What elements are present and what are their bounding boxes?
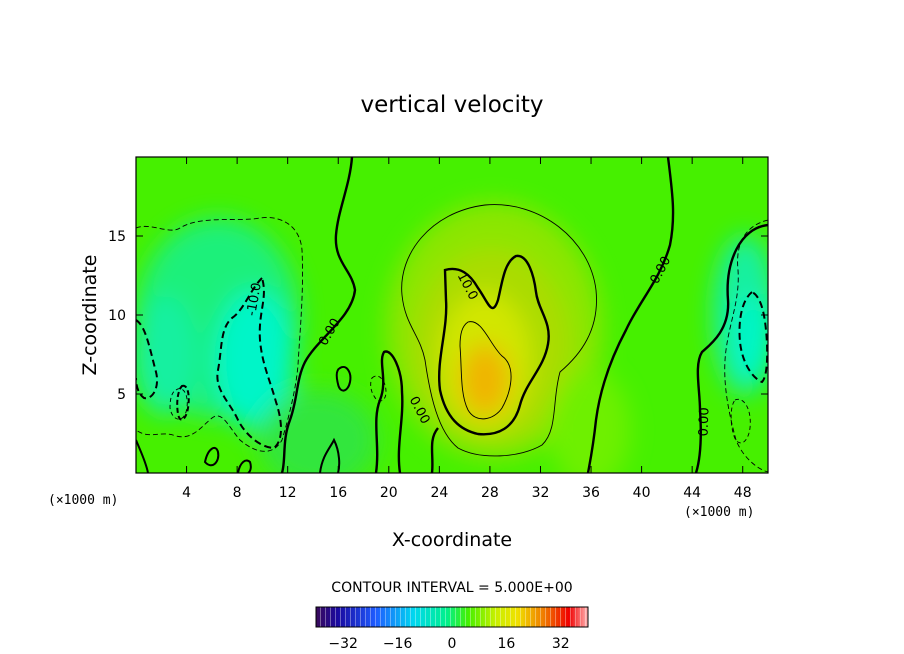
contour-5-outer <box>401 204 597 457</box>
y-tick-label: 15 <box>108 229 126 245</box>
colorbar-tick-labels: −32 −16 0 16 32 <box>328 636 569 652</box>
colorbar-tick-label: −32 <box>328 636 358 652</box>
zero-contour-surface-3 <box>237 459 252 473</box>
x-tick-labels: 4 8 12 16 20 24 28 32 36 40 44 48 <box>182 485 752 501</box>
contour-minus-small-2 <box>169 388 188 420</box>
zero-contour-low-left <box>374 350 404 473</box>
x-tick-label: 12 <box>279 485 297 501</box>
zero-contour-right <box>694 223 768 473</box>
colorbar: −32 −16 0 16 32 <box>315 606 589 652</box>
contour-minus10-left <box>216 277 282 450</box>
zero-contour-surface-2 <box>319 437 341 473</box>
x-tick-label: 44 <box>683 485 701 501</box>
plot-frame <box>135 156 769 474</box>
zero-contour-center-right <box>586 157 675 473</box>
x-tick-label: 24 <box>430 485 448 501</box>
colorbar-tick-label: 32 <box>552 636 570 652</box>
x-tick-label: 32 <box>532 485 550 501</box>
x-axis-ticks <box>186 157 744 473</box>
contour-10 <box>438 254 550 436</box>
x-tick-label: 4 <box>182 485 191 501</box>
y-tick-label: 5 <box>117 387 126 403</box>
zero-contour-left <box>280 157 357 473</box>
y-tick-label: 10 <box>108 308 126 324</box>
y-axis-label: Z-coordinate <box>79 255 101 376</box>
field-shading <box>136 202 768 473</box>
x-tick-label: 16 <box>329 485 347 501</box>
contour-label-zero-4: 0.00 <box>697 407 713 436</box>
contour-minus-small-3 <box>176 384 190 421</box>
contour-minus-small-4 <box>730 398 751 444</box>
contour-minus5-right <box>724 219 768 473</box>
colorbar-stripes <box>316 607 588 627</box>
colorbar-tick-label: 0 <box>448 636 457 652</box>
contour-minus5-left <box>136 217 303 452</box>
contour-interval-text: CONTOUR INTERVAL = 5.000E+00 <box>331 580 572 596</box>
x-unit-label-left: (×1000 m) <box>48 493 118 508</box>
chart-title: vertical velocity <box>361 92 544 118</box>
contour-minus10-right <box>738 290 768 384</box>
x-tick-label: 48 <box>734 485 752 501</box>
colorbar-tick-label: −16 <box>383 636 413 652</box>
x-axis-label: X-coordinate <box>392 529 512 551</box>
x-tick-label: 28 <box>481 485 499 501</box>
plot-area: 10.0 -10.0 0.00 0.00 0.00 0.00 <box>136 157 768 473</box>
x-unit-label-right: (×1000 m) <box>684 505 754 520</box>
zero-contour-surface-4 <box>136 439 149 473</box>
contour-lines <box>136 157 768 473</box>
x-tick-label: 20 <box>380 485 398 501</box>
zero-contour-low-mid <box>430 427 439 473</box>
colorbar-tick-label: 16 <box>497 636 515 652</box>
colorbar-border <box>315 606 589 628</box>
y-axis-ticks <box>136 235 768 395</box>
x-tick-label: 8 <box>233 485 242 501</box>
contour-minus-small-1 <box>370 375 387 402</box>
x-tick-label: 36 <box>582 485 600 501</box>
contour-label-minus10: -10.0 <box>244 282 265 318</box>
contour-minus10-far-left <box>136 319 158 400</box>
zero-contour-surface-1 <box>203 446 220 467</box>
y-tick-labels: 5 10 15 <box>108 229 126 403</box>
contour-15 <box>459 321 512 420</box>
x-tick-label: 40 <box>633 485 651 501</box>
zero-contour-small-loop <box>335 366 352 392</box>
